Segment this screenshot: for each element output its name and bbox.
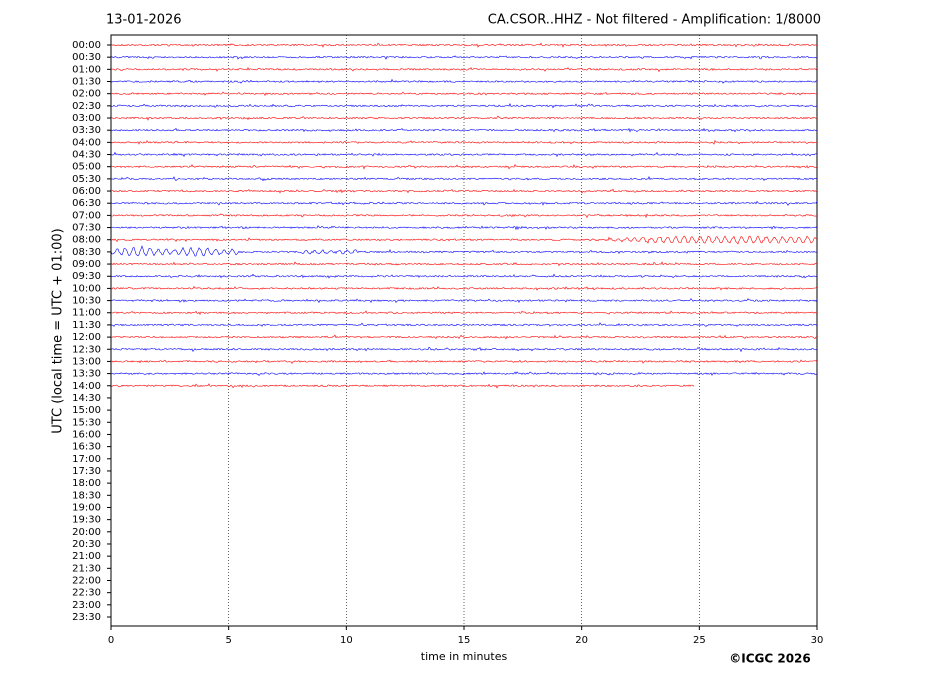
seismic-trace xyxy=(110,55,818,60)
seismic-trace xyxy=(110,371,818,377)
y-tick-label: 17:30 xyxy=(72,466,101,477)
seismic-trace xyxy=(110,225,818,231)
x-tick-label: 0 xyxy=(108,635,114,646)
y-tick-label: 20:00 xyxy=(72,527,101,538)
y-tick-label: 20:30 xyxy=(72,539,101,550)
x-tick-label: 25 xyxy=(693,635,706,646)
seismic-trace xyxy=(110,200,818,206)
y-tick-label: 16:00 xyxy=(72,429,101,440)
y-tick-label: 10:30 xyxy=(72,296,101,307)
seismic-trace xyxy=(110,164,818,170)
y-tick-label: 11:00 xyxy=(72,308,101,319)
y-tick-label: 18:00 xyxy=(72,478,101,489)
x-tick-label: 20 xyxy=(575,635,588,646)
y-tick-label: 19:00 xyxy=(72,502,101,513)
x-tick-label: 10 xyxy=(340,635,353,646)
y-axis-label: UTC (local time = UTC + 01:00) xyxy=(51,228,66,433)
seismic-trace xyxy=(110,139,818,145)
y-tick-label: 16:30 xyxy=(72,442,101,453)
plot-frame xyxy=(110,34,818,627)
seismic-trace xyxy=(110,213,818,219)
x-axis-label: time in minutes xyxy=(421,650,508,663)
y-tick-label: 13:30 xyxy=(72,369,101,380)
seismic-trace xyxy=(110,176,818,182)
y-tick-label: 22:30 xyxy=(72,588,101,599)
y-tick-label: 05:30 xyxy=(72,174,101,185)
seismic-trace xyxy=(110,334,818,340)
y-tick-label: 13:00 xyxy=(72,356,101,367)
seismic-trace xyxy=(110,151,818,158)
y-tick-label: 15:00 xyxy=(72,405,101,416)
seismic-trace xyxy=(110,78,818,84)
y-tick-label: 17:00 xyxy=(72,454,101,465)
y-tick-label: 09:30 xyxy=(72,271,101,282)
y-tick-label: 21:00 xyxy=(72,551,101,562)
seismic-trace xyxy=(110,261,818,267)
y-tick-label: 06:00 xyxy=(72,186,101,197)
chart-date: 13-01-2026 xyxy=(106,13,182,28)
x-tick-label: 15 xyxy=(458,635,471,646)
x-tick-label: 5 xyxy=(225,635,231,646)
y-tick-label: 08:00 xyxy=(72,235,101,246)
y-tick-label: 00:00 xyxy=(72,40,101,51)
seismic-trace xyxy=(110,245,818,257)
seismic-trace xyxy=(110,359,818,365)
y-tick-label: 05:00 xyxy=(72,162,101,173)
y-tick-label: 02:00 xyxy=(72,89,101,100)
seismic-trace xyxy=(110,66,818,73)
y-tick-label: 14:30 xyxy=(72,393,101,404)
seismic-trace xyxy=(110,383,695,389)
seismic-trace xyxy=(110,127,818,133)
seismic-trace xyxy=(110,273,818,279)
y-tick-label: 22:00 xyxy=(72,575,101,586)
y-tick-label: 07:00 xyxy=(72,210,101,221)
y-tick-label: 10:00 xyxy=(72,283,101,294)
chart-title: CA.CSOR..HHZ - Not filtered - Amplificat… xyxy=(488,13,821,28)
seismic-trace xyxy=(110,310,818,316)
seismic-trace xyxy=(110,115,818,121)
y-tick-label: 23:30 xyxy=(72,612,101,623)
y-tick-label: 01:30 xyxy=(72,77,101,88)
x-tick-label: 30 xyxy=(811,635,824,646)
seismic-trace xyxy=(110,103,818,109)
y-tick-label: 12:00 xyxy=(72,332,101,343)
y-tick-label: 12:30 xyxy=(72,344,101,355)
y-tick-label: 11:30 xyxy=(72,320,101,331)
seismic-trace xyxy=(110,322,818,327)
seismic-trace xyxy=(110,188,818,194)
y-tick-label: 03:00 xyxy=(72,113,101,124)
y-tick-label: 14:00 xyxy=(72,381,101,392)
y-tick-label: 00:30 xyxy=(72,52,101,63)
y-tick-label: 04:00 xyxy=(72,137,101,148)
y-tick-label: 15:30 xyxy=(72,417,101,428)
seismic-trace xyxy=(110,235,818,245)
seismic-trace xyxy=(110,346,818,353)
credit: ©ICGC 2026 xyxy=(729,652,811,666)
y-tick-label: 23:00 xyxy=(72,600,101,611)
seismic-trace xyxy=(110,298,818,304)
y-tick-label: 21:30 xyxy=(72,563,101,574)
seismic-trace xyxy=(110,91,818,96)
seismic-trace xyxy=(110,42,818,48)
y-tick-label: 04:30 xyxy=(72,150,101,161)
y-tick-label: 19:30 xyxy=(72,515,101,526)
y-tick-label: 08:30 xyxy=(72,247,101,258)
y-tick-label: 02:30 xyxy=(72,101,101,112)
y-tick-label: 01:00 xyxy=(72,64,101,75)
y-tick-label: 06:30 xyxy=(72,198,101,209)
y-tick-label: 07:30 xyxy=(72,223,101,234)
y-tick-label: 03:30 xyxy=(72,125,101,136)
y-tick-label: 18:30 xyxy=(72,490,101,501)
seismic-trace xyxy=(110,285,818,291)
y-tick-label: 09:00 xyxy=(72,259,101,270)
